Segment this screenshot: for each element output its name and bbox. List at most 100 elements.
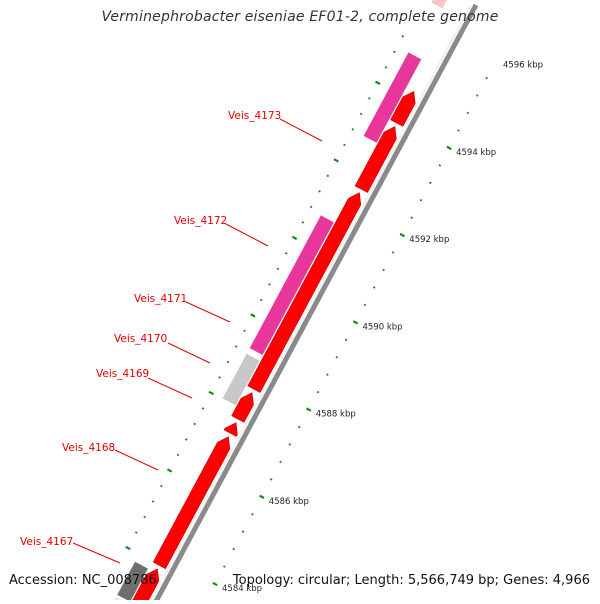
inner-track-minor-tick bbox=[218, 376, 221, 379]
accession-label: Accession: NC_008786 bbox=[9, 573, 157, 588]
gene-label-connector bbox=[114, 449, 159, 471]
inner-track-major-tick bbox=[333, 158, 339, 163]
scale-track-major-tick bbox=[212, 581, 218, 587]
scale-track-minor-tick bbox=[344, 338, 348, 342]
backbone-shadow bbox=[151, 3, 479, 604]
inner-track-minor-tick bbox=[309, 205, 313, 209]
inner-track-minor-tick bbox=[284, 252, 288, 255]
scale-track-minor-tick bbox=[241, 530, 245, 533]
reverse-cds-block bbox=[431, 0, 447, 9]
scale-track-minor-tick bbox=[466, 111, 470, 115]
gene-label-connector bbox=[279, 118, 323, 142]
inner-track-minor-tick bbox=[134, 531, 138, 534]
tick-label: 4594 kbp bbox=[456, 148, 496, 158]
scale-track-major-tick bbox=[446, 145, 452, 151]
tick-label: 4592 kbp bbox=[409, 235, 449, 245]
tick-label: 4584 kbp bbox=[222, 584, 262, 594]
inner-track-minor-tick bbox=[143, 515, 146, 519]
gene-label-connector bbox=[72, 542, 121, 564]
forward-cds-arrow bbox=[354, 126, 397, 193]
inner-track-minor-tick bbox=[201, 407, 205, 410]
scale-track-minor-tick bbox=[438, 164, 442, 167]
inner-track-major-tick bbox=[374, 80, 381, 85]
reverse-cds-block bbox=[117, 561, 148, 602]
tick-label: 4588 kbp bbox=[316, 410, 356, 420]
inner-track-minor-tick bbox=[243, 329, 246, 333]
scale-track-minor-tick bbox=[269, 478, 273, 481]
scale-track-minor-tick bbox=[326, 373, 329, 376]
scale-track-minor-tick bbox=[288, 443, 292, 446]
inner-track-minor-tick bbox=[176, 453, 180, 457]
forward-cds-arrow bbox=[231, 392, 254, 423]
scale-track-minor-tick bbox=[429, 181, 432, 185]
gene-label: Veis_4171 bbox=[134, 293, 187, 305]
reverse-cds-block bbox=[222, 353, 260, 406]
gene-label-connector bbox=[185, 301, 231, 323]
inner-track-minor-tick bbox=[343, 143, 346, 147]
inner-track-major-tick bbox=[208, 390, 215, 396]
inner-track-minor-tick bbox=[234, 345, 238, 348]
gene-label: Veis_4172 bbox=[174, 215, 227, 227]
scale-track-minor-tick bbox=[419, 199, 423, 202]
inner-track-minor-tick bbox=[401, 35, 405, 38]
reverse-cds-block bbox=[363, 52, 422, 143]
inner-track-minor-tick bbox=[151, 500, 155, 503]
scale-track-minor-tick bbox=[382, 268, 385, 272]
scale-track-minor-tick bbox=[297, 425, 301, 429]
genome-summary: Topology: circular; Length: 5,566,749 bp… bbox=[232, 573, 590, 588]
gene-label-connector bbox=[147, 377, 193, 399]
scale-track-major-tick bbox=[305, 407, 312, 412]
scale-track-minor-tick bbox=[232, 547, 236, 551]
inner-track-minor-tick bbox=[384, 66, 388, 69]
inner-track-major-tick bbox=[291, 235, 298, 241]
gene-label: Veis_4168 bbox=[62, 442, 115, 454]
inner-track-minor-tick bbox=[159, 484, 163, 488]
inner-track-minor-tick bbox=[326, 174, 330, 178]
inner-track-major-tick bbox=[250, 313, 256, 318]
inner-track-minor-tick bbox=[259, 298, 263, 302]
scale-track-minor-tick bbox=[335, 356, 339, 359]
inner-track-minor-tick bbox=[184, 438, 188, 441]
inner-track-minor-tick bbox=[268, 283, 271, 286]
scale-track-minor-tick bbox=[372, 286, 376, 289]
gene-label: Veis_4170 bbox=[114, 333, 167, 345]
inner-track-minor-tick bbox=[276, 267, 280, 271]
inner-track-minor-tick bbox=[368, 97, 371, 100]
cds-features bbox=[112, 0, 479, 604]
forward-cds-arrow bbox=[247, 192, 362, 393]
gene-label: Veis_4169 bbox=[96, 368, 149, 380]
scale-track-minor-tick bbox=[251, 513, 254, 516]
inner-track-major-tick bbox=[166, 468, 173, 473]
tick-label: 4596 kbp bbox=[503, 61, 543, 71]
scale-track-minor-tick bbox=[410, 216, 414, 219]
scale-track-minor-tick bbox=[316, 390, 320, 394]
tick-label: 4590 kbp bbox=[363, 322, 403, 332]
scale-track-major-tick bbox=[259, 494, 265, 499]
forward-cds-arrow bbox=[130, 568, 160, 604]
gene-label: Veis_4173 bbox=[228, 110, 281, 122]
forward-cds-arrow bbox=[223, 422, 238, 437]
forward-cds-arrow bbox=[152, 436, 231, 570]
inner-track-minor-tick bbox=[318, 190, 321, 193]
scale-track-minor-tick bbox=[279, 460, 282, 464]
scale-track-major-tick bbox=[352, 320, 359, 325]
scale-track-major-tick bbox=[399, 232, 406, 238]
scale-track-minor-tick bbox=[475, 94, 479, 97]
axis-ticks: 4584 kbp 4586 kbp 4588 kbp 4590 kbp 4592 kbp… bbox=[125, 35, 543, 594]
reverse-cds-block bbox=[249, 215, 334, 356]
inner-track-major-tick bbox=[125, 545, 131, 551]
scale-track-minor-tick bbox=[457, 129, 460, 132]
inner-track-minor-tick bbox=[193, 422, 196, 426]
scale-track-minor-tick bbox=[391, 251, 395, 254]
backbone-line bbox=[147, 4, 473, 604]
gene-label-connector bbox=[225, 223, 269, 247]
inner-track-minor-tick bbox=[301, 221, 305, 224]
genome-title: Verminephrobacter eiseniae EF01-2, compl… bbox=[101, 9, 499, 25]
scale-track-minor-tick bbox=[485, 76, 488, 80]
scale-track-minor-tick bbox=[223, 565, 226, 568]
gene-labels: Veis_4167 Veis_4168 Veis_4169 Veis_4170 Veis… bbox=[20, 110, 323, 564]
tick-label: 4586 kbp bbox=[269, 497, 309, 507]
gene-label: Veis_4167 bbox=[20, 536, 73, 548]
